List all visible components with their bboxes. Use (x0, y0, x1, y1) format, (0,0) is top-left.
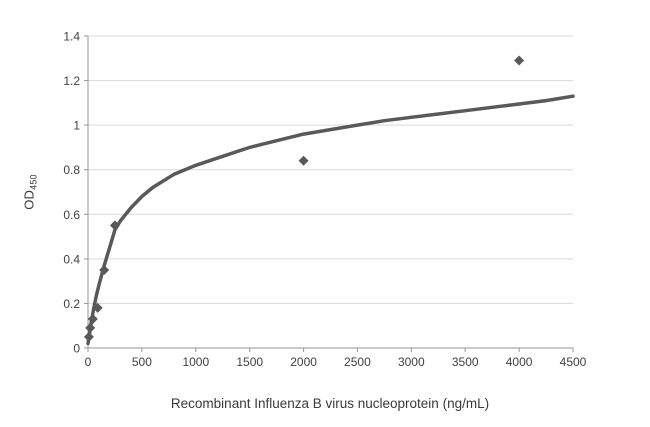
x-tick-label: 4500 (560, 355, 587, 369)
data-point-marker (109, 220, 120, 231)
y-tick-label: 1.2 (63, 74, 80, 88)
y-tick-label: 0 (73, 342, 80, 356)
y-axis-title-subscript: 450 (28, 174, 39, 190)
data-point-marker (83, 331, 94, 342)
y-axis-title: OD450 (22, 174, 39, 210)
data-point-marker (298, 155, 309, 166)
y-tick-label: 0.2 (63, 297, 80, 311)
x-tick-label: 2000 (290, 355, 317, 369)
data-point-marker (92, 302, 103, 313)
x-tick-label: 2500 (344, 355, 371, 369)
data-point-marker (85, 322, 96, 333)
data-point-marker (87, 314, 98, 324)
x-tick-label: 1000 (182, 355, 209, 369)
y-tick-label: 1 (73, 119, 80, 133)
x-axis-title: Recombinant Influenza B virus nucleoprot… (170, 396, 490, 411)
x-tick-label: 3000 (398, 355, 425, 369)
fit-curve (86, 94, 575, 346)
y-tick-label: 0.4 (63, 252, 80, 266)
y-tick-label: 0.8 (63, 163, 80, 177)
x-tick-label: 4000 (506, 355, 533, 369)
x-tick-label: 500 (132, 355, 152, 369)
data-point-marker (99, 265, 110, 275)
y-tick-label: 0.6 (63, 208, 80, 222)
data-point-marker (514, 55, 525, 66)
x-tick-label: 0 (85, 355, 92, 369)
x-tick-label: 1500 (236, 355, 263, 369)
y-axis-title-main: OD (21, 189, 37, 210)
y-tick-label: 1.4 (63, 30, 80, 44)
x-tick-label: 3500 (452, 355, 479, 369)
